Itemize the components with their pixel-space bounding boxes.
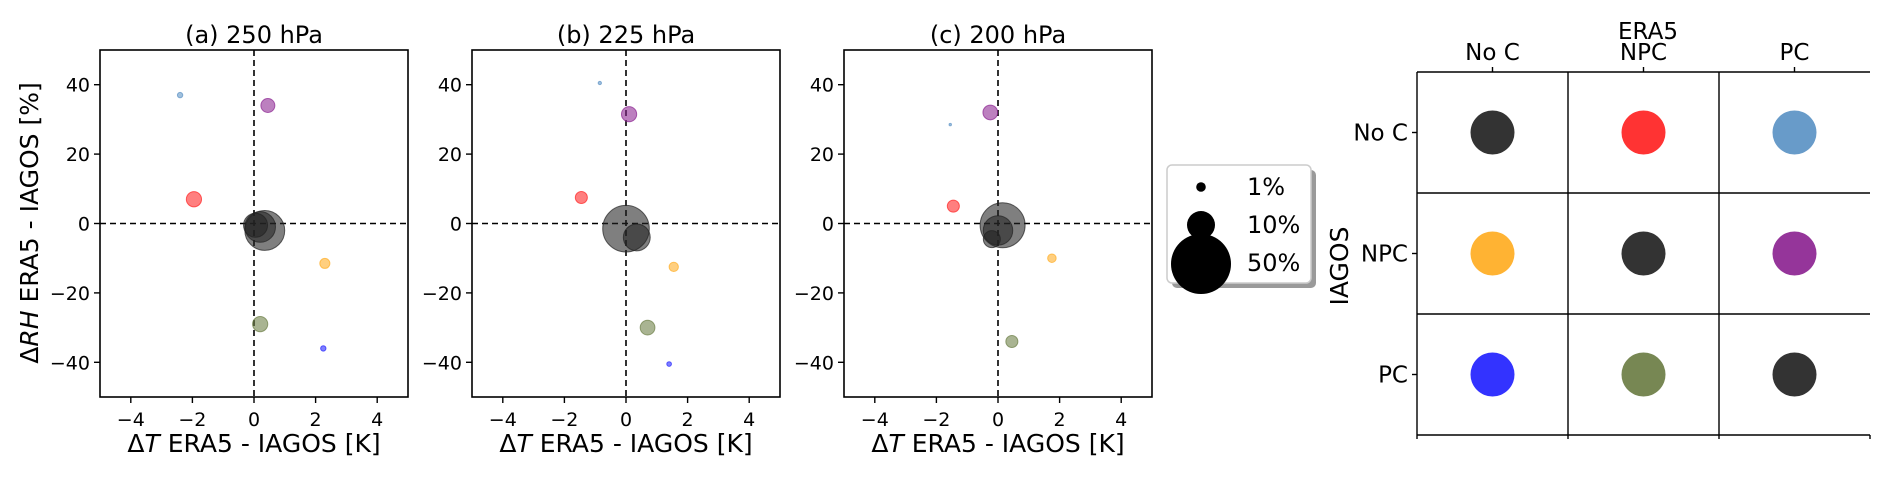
- matrix-row-label-no-c: No C: [1353, 121, 1408, 147]
- panel-c-y-tick-label: −40: [794, 352, 834, 374]
- panel-b-y-tick-label: 40: [438, 75, 462, 97]
- matrix-row-label-npc: NPC: [1361, 242, 1408, 268]
- panel-a-y-tick-label: −20: [50, 283, 90, 305]
- panel-b-x-tick-label: 0: [620, 409, 632, 431]
- panel-a-y-tick-label: −40: [50, 352, 90, 374]
- matrix-swatch-no-c-npc: [1621, 110, 1666, 155]
- matrix-top-title: ERA5: [1618, 19, 1678, 45]
- matrix-col-label-no-c: No C: [1465, 40, 1520, 66]
- panel-a-x-tick-label: 4: [371, 409, 383, 431]
- matrix-col-label-npc: NPC: [1620, 40, 1667, 66]
- panel-b-point: [574, 190, 588, 204]
- y-axis-label: ΔRH ERA5 - IAGOS [%]: [15, 82, 44, 363]
- panel-c-y-tick-label: 0: [822, 214, 834, 236]
- matrix-side-title: IAGOS: [1325, 227, 1354, 306]
- panel-b-point: [620, 106, 638, 123]
- matrix-swatch-npc-pc: [1772, 231, 1817, 276]
- matrix-col-label-pc: PC: [1780, 40, 1810, 66]
- matrix-swatch-npc-no-c: [1470, 231, 1515, 276]
- panel-b-x-tick-label: −4: [489, 409, 517, 431]
- panel-c-x-tick-label: 4: [1115, 409, 1127, 431]
- panel-b-point: [666, 361, 672, 367]
- panel-a-point: [320, 345, 327, 352]
- panel-b-x-tick-label: 4: [743, 409, 755, 431]
- panel-c-x-tick-label: −4: [861, 409, 889, 431]
- panel-b-x-axis-label: ΔT ERA5 - IAGOS [K]: [499, 429, 752, 458]
- panel-c-y-tick-label: 20: [810, 144, 834, 166]
- panel-a-point: [185, 191, 203, 208]
- legend-marker-10pct: [1187, 211, 1215, 239]
- matrix-swatch-pc-no-c: [1470, 352, 1515, 397]
- panel-a-title: (a) 250 hPa: [185, 21, 323, 49]
- panel-a-y-tick-label: 20: [66, 144, 90, 166]
- legend-label-1pct: 1%: [1247, 173, 1285, 201]
- panel-a-point: [243, 212, 269, 238]
- panel-b: (b) 225 hPa ΔT ERA5 - IAGOS [K] −4 −2 0 2 4−…: [422, 21, 781, 458]
- category-matrix: ERA5 IAGOS No C NPC PC No C NPC PC: [1325, 19, 1871, 439]
- panel-a-y-tick-label: 0: [78, 214, 90, 236]
- matrix-swatch-npc-npc: [1621, 231, 1666, 276]
- panel-a-y-tick-label: 40: [66, 75, 90, 97]
- panel-b-y-tick-label: −20: [422, 283, 462, 305]
- panel-a-point: [252, 316, 269, 333]
- panel-a-x-tick-label: 0: [248, 409, 260, 431]
- matrix-swatch-pc-pc: [1772, 352, 1817, 397]
- panel-c-x-tick-label: 2: [1054, 409, 1066, 431]
- panel-a-x-axis-label: ΔT ERA5 - IAGOS [K]: [127, 429, 380, 458]
- panel-a-point: [176, 91, 184, 99]
- legend-marker-50pct: [1171, 234, 1231, 294]
- panel-c-point: [1047, 253, 1057, 263]
- panel-b-y-tick-label: 0: [450, 214, 462, 236]
- panel-a-point: [260, 98, 276, 114]
- panel-b-point: [668, 261, 679, 273]
- panel-b-title: (b) 225 hPa: [557, 21, 695, 49]
- panel-c-point: [948, 122, 952, 127]
- panel-b-point: [639, 319, 656, 336]
- panel-a: (a) 250 hPa ΔT ERA5 - IAGOS [K] −4 −2 0 2 4−…: [50, 21, 409, 458]
- legend-label-50pct: 50%: [1247, 249, 1300, 277]
- matrix-row-label-pc: PC: [1378, 363, 1408, 389]
- panel-c-title: (c) 200 hPa: [930, 21, 1066, 49]
- panel-c-point: [982, 104, 999, 121]
- legend-marker-1pct: [1196, 182, 1206, 192]
- legend-label-10pct: 10%: [1247, 211, 1300, 239]
- panel-b-y-tick-label: 20: [438, 144, 462, 166]
- size-legend: 1% 10% 50%: [1166, 164, 1316, 294]
- panel-c-x-tick-label: −2: [922, 409, 950, 431]
- matrix-swatch-no-c-no-c: [1470, 110, 1515, 155]
- panel-b-x-tick-label: −2: [550, 409, 578, 431]
- panel-b-y-tick-label: −40: [422, 352, 462, 374]
- panel-b-point: [597, 80, 602, 86]
- panel-a-x-tick-label: 2: [310, 409, 322, 431]
- panel-c-point: [946, 199, 960, 213]
- panel-b-x-tick-label: 2: [682, 409, 694, 431]
- panel-a-x-tick-label: −4: [117, 409, 145, 431]
- panel-c-x-tick-label: 0: [992, 409, 1004, 431]
- panel-c-y-tick-label: −20: [794, 283, 834, 305]
- panel-c-point: [1005, 334, 1019, 348]
- panel-c: (c) 200 hPa ΔT ERA5 - IAGOS [K] −4 −2 0 2 4−…: [794, 21, 1153, 458]
- panel-c-y-tick-label: 40: [810, 75, 834, 97]
- panel-b-point: [622, 223, 651, 252]
- panel-c-x-axis-label: ΔT ERA5 - IAGOS [K]: [871, 429, 1124, 458]
- panel-c-point: [982, 230, 1001, 249]
- panel-a-point: [319, 257, 331, 269]
- panel-a-x-tick-label: −2: [178, 409, 206, 431]
- matrix-swatch-pc-npc: [1621, 352, 1666, 397]
- matrix-swatch-no-c-pc: [1772, 110, 1817, 155]
